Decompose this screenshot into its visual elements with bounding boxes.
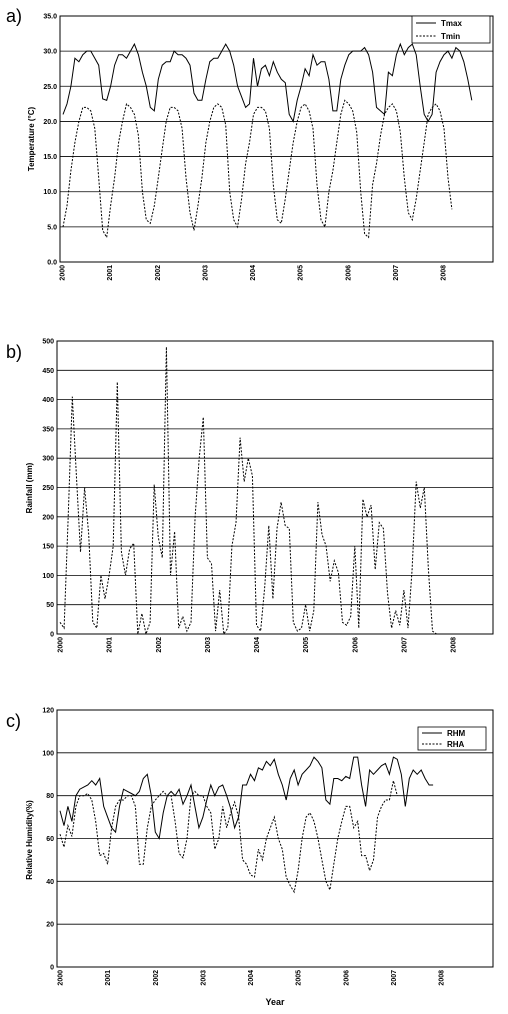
y-tick-label: 10.0 <box>43 189 57 196</box>
panel-a-temperature: a) 0.05.010.015.020.025.030.035.0 2000 20… <box>6 6 494 281</box>
y-tick-label: 25.0 <box>43 84 57 91</box>
y-tick-label: 20 <box>46 922 54 929</box>
x-tick-label: 2007 <box>401 637 408 653</box>
series-line-tmax <box>62 42 473 123</box>
grid-c <box>57 752 493 925</box>
plot-area-a <box>59 15 494 263</box>
y-tick-label: 500 <box>42 339 54 346</box>
legend-label-rhm: RHM <box>447 729 466 738</box>
series-line-series-0 <box>59 346 437 636</box>
grid-b <box>57 369 493 606</box>
y-tick-label: 50 <box>46 602 54 609</box>
xticks-b: 2000 2001 2002 2003 2004 2005 2006 2007 2008 <box>58 637 458 653</box>
y-tick-label: 300 <box>42 456 54 463</box>
grid-a <box>60 50 493 228</box>
y-tick-label: 0.0 <box>47 260 57 267</box>
series-group-a <box>62 42 473 239</box>
y-tick-label: 20.0 <box>43 119 57 126</box>
yticks-b: 0 50 100 150 200 250 300 350 400 450 500 <box>42 339 54 639</box>
y-tick-label: 100 <box>42 573 54 580</box>
y-axis-label-b: Rainfall (mm) <box>25 462 34 513</box>
x-tick-label: 2008 <box>451 637 458 653</box>
y-tick-label: 35.0 <box>43 14 57 21</box>
x-tick-label: 2000 <box>58 637 65 653</box>
x-tick-label: 2002 <box>155 265 162 281</box>
y-tick-label: 200 <box>42 514 54 521</box>
y-tick-label: 15.0 <box>43 154 57 161</box>
x-tick-label: 2006 <box>352 637 359 653</box>
x-tick-label: 2000 <box>58 970 65 986</box>
y-tick-label: 400 <box>42 397 54 404</box>
x-tick-label: 2001 <box>107 637 114 653</box>
x-tick-label: 2003 <box>205 637 212 653</box>
series-line-rha <box>59 780 398 894</box>
legend-box-a <box>411 15 491 44</box>
xticks-c: 2000 2001 2002 2003 2004 2005 2006 2007 2008 <box>58 970 446 986</box>
x-tick-label: 2004 <box>250 265 257 281</box>
y-tick-label: 30.0 <box>43 49 57 56</box>
legend-label-rha: RHA <box>447 740 465 749</box>
x-tick-label: 2003 <box>200 970 207 986</box>
x-tick-label: 2001 <box>105 970 112 986</box>
panel-a-letter: a) <box>6 6 22 26</box>
y-tick-label: 120 <box>42 708 54 715</box>
x-tick-label: 2003 <box>202 265 209 281</box>
x-tick-label: 2000 <box>60 265 67 281</box>
x-tick-label: 2001 <box>107 265 114 281</box>
legend-c: RHM RHA <box>417 726 487 751</box>
series-group-c <box>59 756 434 894</box>
series-line-tmin <box>62 99 453 239</box>
x-tick-label: 2008 <box>439 970 446 986</box>
legend-a: Tmax Tmin <box>411 15 491 44</box>
x-tick-label: 2002 <box>153 970 160 986</box>
x-tick-label: 2005 <box>298 265 305 281</box>
x-tick-label: 2008 <box>441 265 448 281</box>
y-tick-label: 60 <box>46 836 54 843</box>
x-tick-label: 2004 <box>254 637 261 653</box>
y-tick-label: 0 <box>50 965 54 972</box>
y-axis-label-a: Temperature (°C) <box>27 106 36 171</box>
y-axis-label-c: Relative Humidity(%) <box>25 800 34 880</box>
panel-b-letter: b) <box>6 342 22 362</box>
y-tick-label: 80 <box>46 793 54 800</box>
x-tick-label: 2005 <box>303 637 310 653</box>
x-axis-label-c: Year <box>265 997 285 1007</box>
y-tick-label: 450 <box>42 368 54 375</box>
x-tick-label: 2002 <box>156 637 163 653</box>
x-tick-label: 2005 <box>296 970 303 986</box>
legend-label-tmin: Tmin <box>441 32 460 41</box>
y-tick-label: 40 <box>46 879 54 886</box>
yticks-a: 0.0 5.0 10.0 15.0 20.0 25.0 30.0 35.0 <box>43 14 57 267</box>
x-tick-label: 2007 <box>393 265 400 281</box>
xticks-a: 2000 2001 2002 2003 2004 2005 2006 2007 2008 <box>60 265 448 281</box>
y-tick-label: 0 <box>50 632 54 639</box>
panel-c-letter: c) <box>6 711 21 731</box>
y-tick-label: 150 <box>42 544 54 551</box>
y-tick-label: 100 <box>42 750 54 757</box>
legend-label-tmax: Tmax <box>441 19 462 28</box>
series-line-rhm <box>59 756 434 840</box>
y-tick-label: 350 <box>42 426 54 433</box>
x-tick-label: 2006 <box>343 970 350 986</box>
y-tick-label: 250 <box>42 485 54 492</box>
x-tick-label: 2006 <box>345 265 352 281</box>
x-tick-label: 2007 <box>391 970 398 986</box>
yticks-c: 0 20 40 60 80 100 120 <box>42 708 54 972</box>
y-tick-label: 5.0 <box>47 224 57 231</box>
x-tick-label: 2004 <box>248 970 255 986</box>
series-group-b <box>59 346 437 636</box>
